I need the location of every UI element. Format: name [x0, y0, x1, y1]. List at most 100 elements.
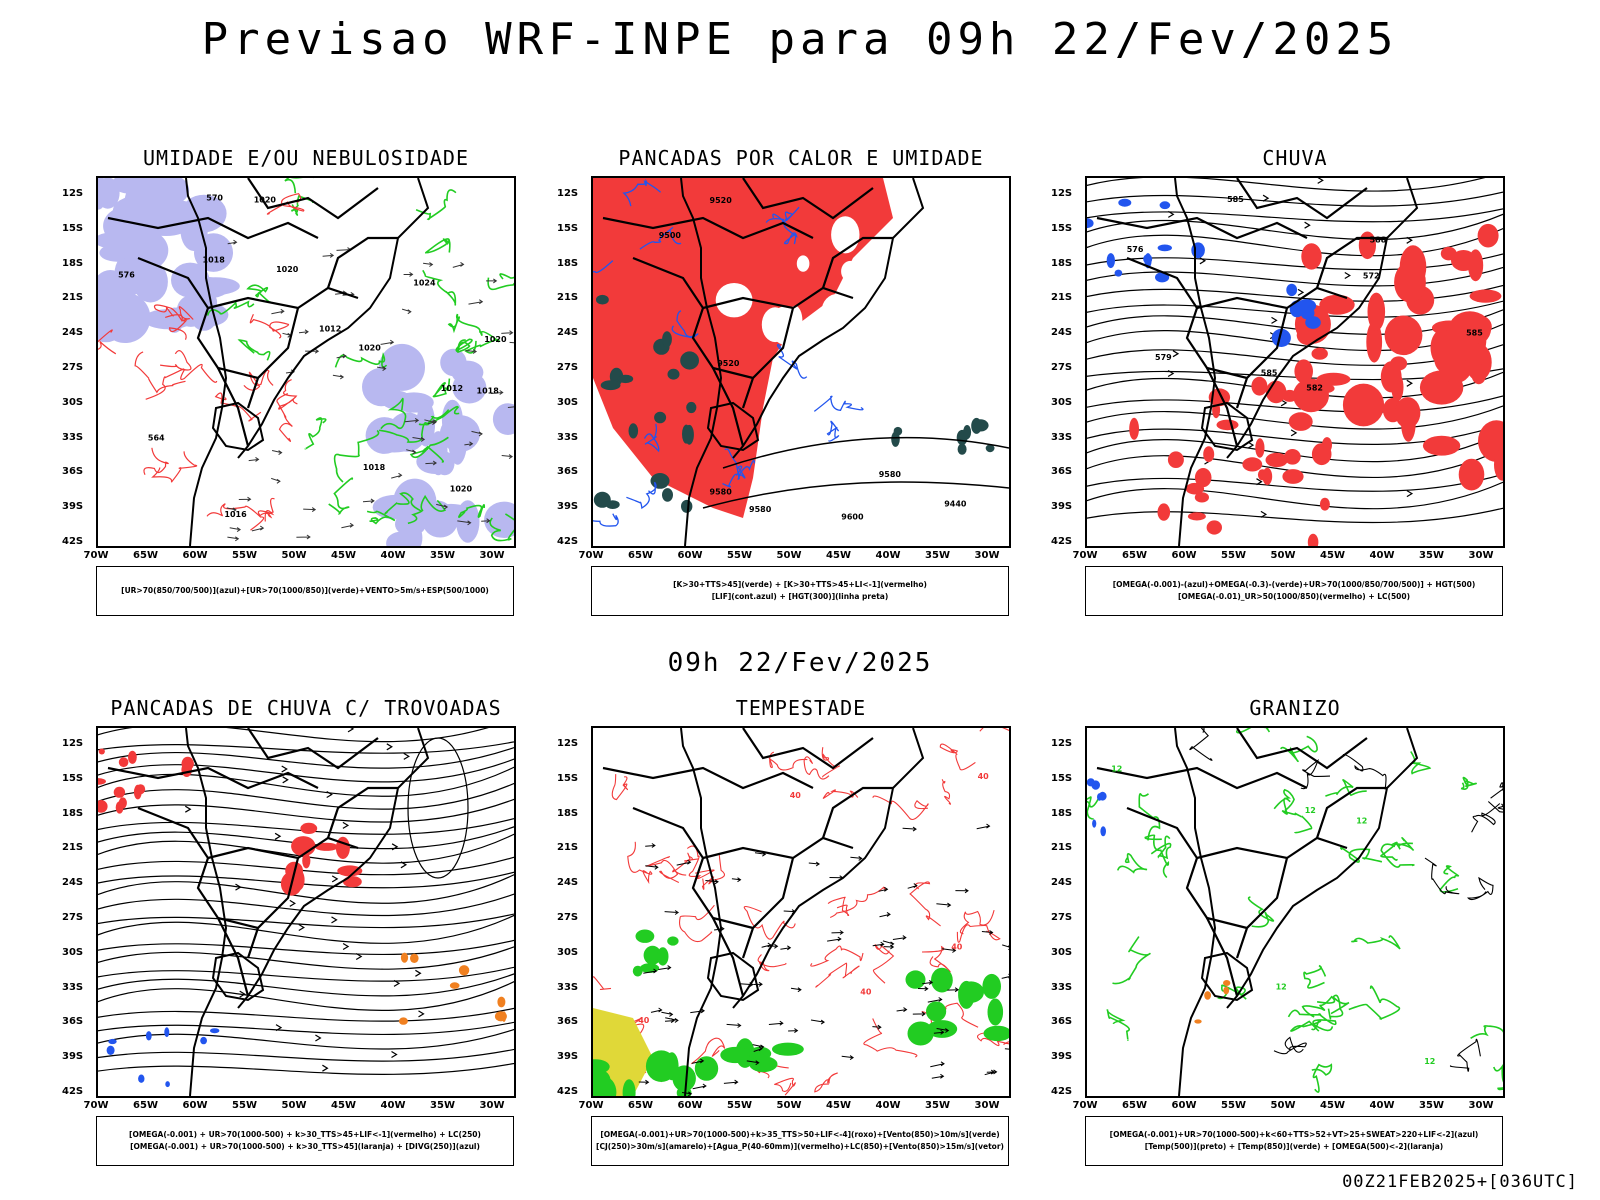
rain-area [1307, 533, 1319, 546]
convective-orange-area [501, 1011, 507, 1022]
humidity-lowlevel-contour [384, 492, 422, 515]
wind-vector [638, 1079, 650, 1085]
low-level-jet-contour [690, 1037, 726, 1065]
rain-area [1494, 448, 1503, 481]
streamline [98, 966, 514, 982]
contour-label: 585 [1261, 368, 1278, 377]
rain-area [1301, 243, 1322, 270]
streamline-arrow [289, 899, 296, 907]
thunderstorm-area [302, 853, 311, 869]
streamline [98, 893, 514, 916]
thunderstorm-area [343, 876, 362, 888]
humidity-lowlevel-contour [380, 397, 407, 430]
latitude-tick-label: 18S [1051, 257, 1073, 269]
streamline-arrow [1304, 221, 1311, 229]
longitude-tick-label: 45W [331, 550, 356, 561]
thunderstorm-area [98, 778, 106, 785]
moderate-instability-area [891, 431, 900, 447]
humidity-lowlevel-contour [464, 330, 500, 354]
legend-line: [Temp(500)](preto) + [Temp(850)](verde) … [1144, 1142, 1444, 1151]
humidity-midlevel-area [452, 371, 487, 404]
streamline [98, 939, 514, 955]
country-border [217, 367, 250, 447]
longitude-tick-label: 30W [479, 1100, 505, 1111]
andes-coastline [1174, 728, 1217, 1096]
latitude-tick-label: 30S [1051, 396, 1073, 408]
contour-label: 1012 [441, 384, 463, 393]
streamline-arrow [282, 776, 289, 784]
latitude-tick-label: 36S [1051, 466, 1073, 478]
humidity-midlevel-area [142, 178, 190, 207]
wind-vector [271, 308, 285, 315]
wind-vector [661, 1011, 674, 1017]
contour-label: 1020 [484, 335, 507, 344]
temp-850-contour [1340, 846, 1383, 863]
map-svg: 12 12 12 12 12 [1087, 728, 1503, 1096]
wind-vector [425, 460, 438, 466]
longitude-tick-label: 70W [83, 1100, 109, 1111]
andes-coastline [185, 728, 228, 1096]
wind-vector [658, 965, 672, 971]
low-level-jet-contour [815, 962, 860, 988]
wind-vector [790, 987, 802, 993]
latitude-tick-label: 18S [1051, 807, 1073, 819]
height-contour [1087, 473, 1503, 492]
latitude-tick-label: 12S [557, 188, 579, 199]
contour-label: 1020 [359, 344, 382, 353]
streamline-arrow [239, 990, 246, 998]
country-border [741, 307, 795, 409]
longitude-tick-label: 50W [1270, 1100, 1296, 1111]
wind-850-area [639, 963, 660, 973]
streamline [98, 817, 514, 835]
low-level-jet-contour [822, 789, 859, 800]
contour-label: 40 [790, 791, 802, 800]
wind-vector [907, 883, 918, 889]
temp-850-contour [1150, 835, 1172, 860]
longitude-tick-label: 55W [1221, 550, 1246, 561]
thunderstorm-area [118, 797, 127, 809]
rain-area [1288, 412, 1313, 431]
longitude-tick-label: 35W [430, 550, 455, 561]
temp-850-contour [1138, 793, 1161, 841]
low-level-jet-contour [611, 774, 629, 801]
wind-vector [391, 472, 403, 479]
wind-850-area [672, 1065, 696, 1092]
uruguay-outline [211, 401, 265, 452]
contour-label: 585 [1227, 195, 1244, 204]
temp-850-contour [1439, 865, 1460, 893]
thickness-contour [145, 350, 192, 400]
longitude-tick-label: 30W [1468, 550, 1494, 561]
low-level-jet-contour [701, 855, 725, 890]
moderate-instability-area [650, 473, 670, 489]
humidity-lowlevel-contour [425, 405, 460, 426]
convective-orange-area [400, 952, 409, 963]
hail-area [1092, 819, 1097, 828]
temp-850-contour [1116, 853, 1148, 874]
lifted-index-contour [772, 213, 798, 245]
contour-label: 9500 [659, 231, 682, 240]
rain-area [1284, 449, 1301, 465]
low-level-jet-contour [774, 1077, 797, 1096]
thunderstorm-area [335, 836, 350, 859]
streamline [98, 746, 514, 769]
latitude-tick-label: 12S [1051, 188, 1073, 199]
longitude-tick-label: 40W [380, 1100, 406, 1111]
wind-vector [850, 855, 863, 861]
temp-850-contour [1106, 1009, 1131, 1041]
rain-area [1255, 438, 1265, 458]
humidity-midlevel-area [98, 231, 146, 250]
rain-area [1206, 520, 1222, 535]
lifted-index-contour [622, 178, 662, 207]
contour-label: 9520 [717, 359, 740, 368]
lifted-index-contour [593, 260, 614, 274]
streamline-arrow [393, 979, 401, 987]
streamline-arrow [281, 765, 288, 773]
divergence-area [200, 1036, 207, 1045]
rain-area [1384, 315, 1423, 356]
streamline-arrow [235, 883, 242, 891]
rain-area [1167, 451, 1184, 469]
wind-vector [377, 366, 387, 372]
country-border [602, 766, 814, 790]
temp-850-contour [1325, 779, 1367, 797]
longitude-tick-label: 60W [182, 550, 208, 561]
